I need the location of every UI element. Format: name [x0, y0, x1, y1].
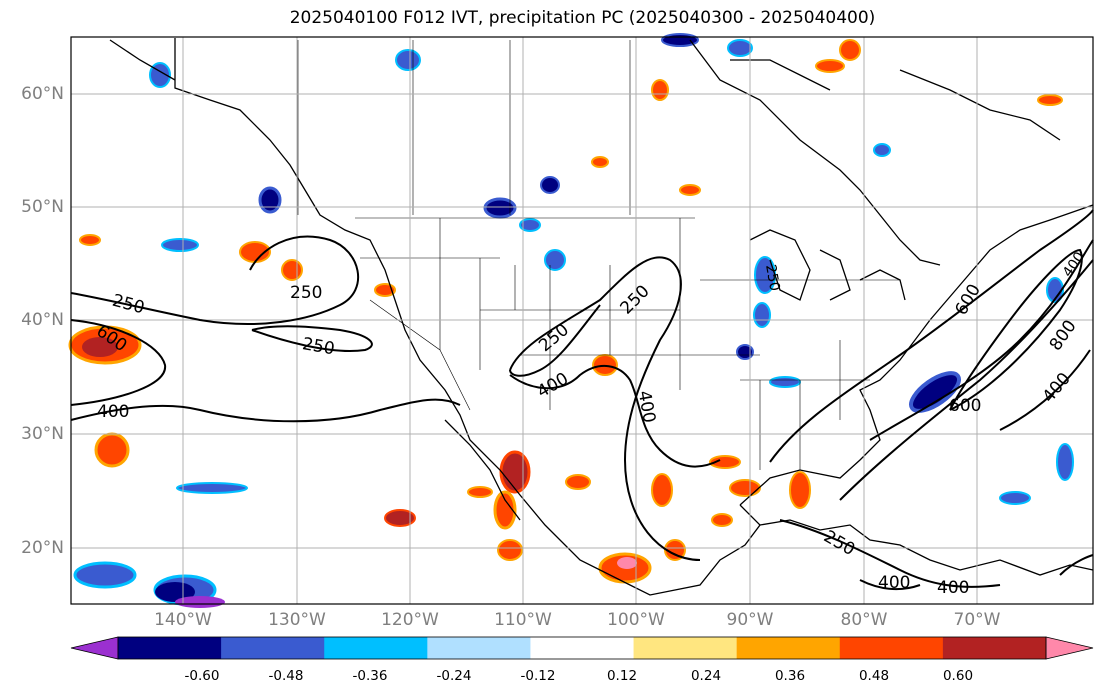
lat-label: 60°N	[21, 84, 64, 104]
contour-label: 250	[617, 281, 654, 318]
colorbar-tick: 0.12	[606, 668, 638, 684]
colorbar-tick: 0.36	[774, 668, 806, 684]
colorbar-extend-max	[1045, 636, 1094, 660]
contour-label: 250	[290, 283, 322, 303]
colorbar-tick: -0.12	[520, 668, 556, 684]
colorbar-segment	[221, 637, 325, 659]
lat-label: 20°N	[21, 538, 64, 558]
colorbar	[70, 636, 1094, 660]
coastlines	[109, 38, 1094, 596]
contour-label: 400	[97, 402, 129, 422]
contour-label: 600	[949, 396, 981, 416]
lon-label: 110°W	[494, 610, 552, 630]
precip-patches	[68, 33, 1074, 608]
contour-label: 250	[820, 527, 858, 561]
map-frame	[70, 36, 1094, 605]
lat-label: 50°N	[21, 197, 64, 217]
colorbar-segment	[736, 637, 841, 659]
lon-label: 100°W	[607, 610, 665, 630]
contour-label: 400	[634, 389, 659, 424]
colorbar-tick: 0.60	[942, 668, 974, 684]
lon-label: 140°W	[154, 610, 212, 630]
contour-label: 250	[762, 263, 782, 292]
state-borders	[297, 40, 900, 470]
colorbar-tick: -0.48	[268, 668, 304, 684]
contour-label: 250	[110, 291, 147, 319]
contour-label: 400	[878, 573, 910, 593]
lat-label: 40°N	[21, 310, 64, 330]
lon-label: 130°W	[268, 610, 326, 630]
colorbar-outline	[117, 636, 1047, 660]
contour-label: 250	[301, 334, 336, 359]
colorbar-segment	[324, 637, 428, 659]
contour-label: 400	[937, 578, 969, 598]
contour-label: 250	[535, 320, 573, 356]
colorbar-segment	[839, 637, 944, 659]
lon-label: 120°W	[381, 610, 439, 630]
colorbar-tick: -0.60	[184, 668, 220, 684]
colorbar-tick: 0.24	[690, 668, 722, 684]
colorbar-tick: -0.36	[352, 668, 388, 684]
colorbar-segment	[530, 637, 635, 659]
contour-labels: 250 250 250 250 250 250 400 400 400 400 …	[92, 249, 1088, 598]
contour-label: 400	[534, 369, 572, 403]
colorbar-segment	[427, 637, 531, 659]
lat-label: 30°N	[21, 424, 64, 444]
colorbar-segment	[633, 637, 738, 659]
colorbar-tick: 0.48	[858, 668, 890, 684]
map-title: 2025040100 F012 IVT, precipitation PC (2…	[289, 8, 876, 28]
colorbar-segment	[942, 637, 1047, 659]
graticule	[71, 37, 1093, 604]
lon-label: 90°W	[726, 610, 774, 630]
ivt-contours	[70, 209, 1094, 591]
colorbar-extend-min	[70, 636, 119, 660]
colorbar-tick: -0.24	[436, 668, 472, 684]
lon-label: 70°W	[953, 610, 1001, 630]
colorbar-segment	[118, 637, 222, 659]
lon-label: 80°W	[840, 610, 888, 630]
